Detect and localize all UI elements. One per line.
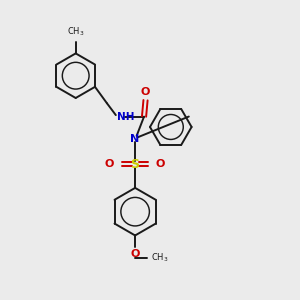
Text: CH$_3$: CH$_3$ (67, 26, 85, 38)
Text: O: O (156, 159, 165, 169)
Text: O: O (105, 159, 114, 169)
Text: S: S (130, 158, 140, 171)
Text: NH: NH (117, 112, 135, 122)
Text: N: N (130, 134, 140, 144)
Text: CH$_3$: CH$_3$ (152, 251, 169, 264)
Text: O: O (141, 87, 150, 97)
Text: O: O (130, 249, 140, 259)
